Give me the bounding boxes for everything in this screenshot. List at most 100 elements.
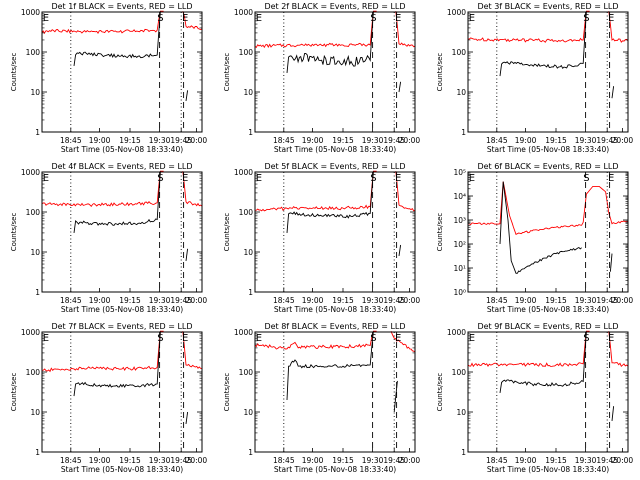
series-events-line xyxy=(286,171,374,233)
x-axis-label: Start Time (05-Nov-08 18:33:40) xyxy=(274,145,396,154)
series-lld-line xyxy=(41,10,164,35)
y-tick-label: 10 xyxy=(243,88,253,97)
x-axis-label: Start Time (05-Nov-08 18:33:40) xyxy=(487,305,609,314)
series-events-line xyxy=(398,81,402,93)
panel-title: Det 1f BLACK = Events, RED = LLD xyxy=(51,2,192,11)
marker-label: E xyxy=(256,173,262,184)
x-tick-label: 19:45 xyxy=(383,456,405,465)
marker-label: E xyxy=(469,333,475,344)
series-lld-line xyxy=(254,10,377,49)
x-tick-label: 18:45 xyxy=(273,456,295,465)
x-tick-label: 19:00 xyxy=(89,136,111,145)
x-tick-label: 19:15 xyxy=(332,296,354,305)
x-tick-label: 20:00 xyxy=(186,136,208,145)
y-tick-label: 1 xyxy=(35,128,40,137)
x-axis-label: Start Time (05-Nov-08 18:33:40) xyxy=(274,305,396,314)
y-tick-label: 1 xyxy=(35,288,40,297)
marker-label: S xyxy=(370,333,376,344)
x-tick-label: 19:15 xyxy=(545,296,567,305)
y-tick-label: 10⁰ xyxy=(453,288,466,297)
x-tick-label: 19:15 xyxy=(545,136,567,145)
y-tick-label: 10 xyxy=(30,408,40,417)
panel-title: Det 6f BLACK = Events, RED = LLD xyxy=(477,162,618,171)
marker-label: S xyxy=(583,173,589,184)
y-axis-label: Counts/sec xyxy=(436,213,444,252)
y-tick-label: 10 xyxy=(30,248,40,257)
x-tick-label: 20:00 xyxy=(186,296,208,305)
y-tick-label: 100 xyxy=(239,208,254,217)
y-tick-label: 1000 xyxy=(21,328,40,337)
y-axis-label: Counts/sec xyxy=(436,373,444,412)
x-tick-label: 19:00 xyxy=(302,296,324,305)
y-tick-label: 1 xyxy=(248,448,253,457)
x-tick-label: 20:00 xyxy=(399,456,421,465)
y-axis-label: Counts/sec xyxy=(223,213,231,252)
y-tick-label: 1000 xyxy=(234,8,253,17)
marker-label: E xyxy=(608,13,614,24)
y-axis-label: Counts/sec xyxy=(436,53,444,92)
y-tick-label: 100 xyxy=(239,48,254,57)
x-tick-label: 19:30 xyxy=(149,456,171,465)
x-tick-label: 19:00 xyxy=(89,456,111,465)
marker-label: E xyxy=(256,333,262,344)
marker-label: S xyxy=(157,173,163,184)
series-events-line xyxy=(73,331,161,397)
x-tick-label: 18:45 xyxy=(60,456,82,465)
x-tick-label: 20:00 xyxy=(612,296,634,305)
y-tick-label: 100 xyxy=(26,208,41,217)
x-tick-label: 18:45 xyxy=(486,296,508,305)
x-tick-label: 19:30 xyxy=(575,456,597,465)
x-tick-label: 19:00 xyxy=(302,136,324,145)
plot-frame xyxy=(254,331,416,453)
x-tick-label: 19:00 xyxy=(515,136,537,145)
x-axis-label: Start Time (05-Nov-08 18:33:40) xyxy=(61,465,183,474)
series-events-line xyxy=(185,90,189,101)
y-tick-label: 1 xyxy=(461,128,466,137)
panel-title: Det 2f BLACK = Events, RED = LLD xyxy=(264,2,405,11)
marker-label: E xyxy=(469,13,475,24)
x-tick-label: 19:15 xyxy=(332,136,354,145)
series-lld-line xyxy=(467,181,629,236)
series-events-line xyxy=(185,248,189,261)
series-events-line xyxy=(499,181,582,274)
series-events-line xyxy=(611,406,615,421)
y-tick-label: 1 xyxy=(248,288,253,297)
x-tick-label: 19:15 xyxy=(332,456,354,465)
panel-title: Det 5f BLACK = Events, RED = LLD xyxy=(264,162,405,171)
series-events-line xyxy=(499,331,587,393)
y-tick-label: 10² xyxy=(453,240,466,249)
marker-label: E xyxy=(43,333,49,344)
panel-title: Det 3f BLACK = Events, RED = LLD xyxy=(477,2,618,11)
y-tick-label: 1 xyxy=(461,448,466,457)
x-tick-label: 19:45 xyxy=(383,136,405,145)
series-lld-line xyxy=(390,331,416,353)
y-tick-label: 10 xyxy=(243,408,253,417)
series-lld-line xyxy=(468,10,590,43)
x-tick-label: 19:30 xyxy=(575,296,597,305)
x-tick-label: 19:00 xyxy=(89,296,111,305)
plot-frame xyxy=(467,11,629,133)
x-tick-label: 19:00 xyxy=(302,456,324,465)
x-tick-label: 19:30 xyxy=(149,296,171,305)
x-tick-label: 18:45 xyxy=(273,296,295,305)
y-tick-label: 10 xyxy=(456,408,466,417)
x-tick-label: 19:45 xyxy=(170,296,192,305)
x-tick-label: 18:45 xyxy=(486,136,508,145)
marker-label: E xyxy=(395,173,401,184)
series-lld-line xyxy=(395,11,416,48)
x-tick-label: 19:30 xyxy=(149,136,171,145)
y-tick-label: 10 xyxy=(243,248,253,257)
marker-label: E xyxy=(182,173,188,184)
y-tick-label: 1 xyxy=(248,128,253,137)
x-tick-label: 18:45 xyxy=(60,136,82,145)
series-events-line xyxy=(73,171,161,233)
x-tick-label: 18:45 xyxy=(273,136,295,145)
series-lld-line xyxy=(608,331,629,368)
x-tick-label: 19:45 xyxy=(383,296,405,305)
